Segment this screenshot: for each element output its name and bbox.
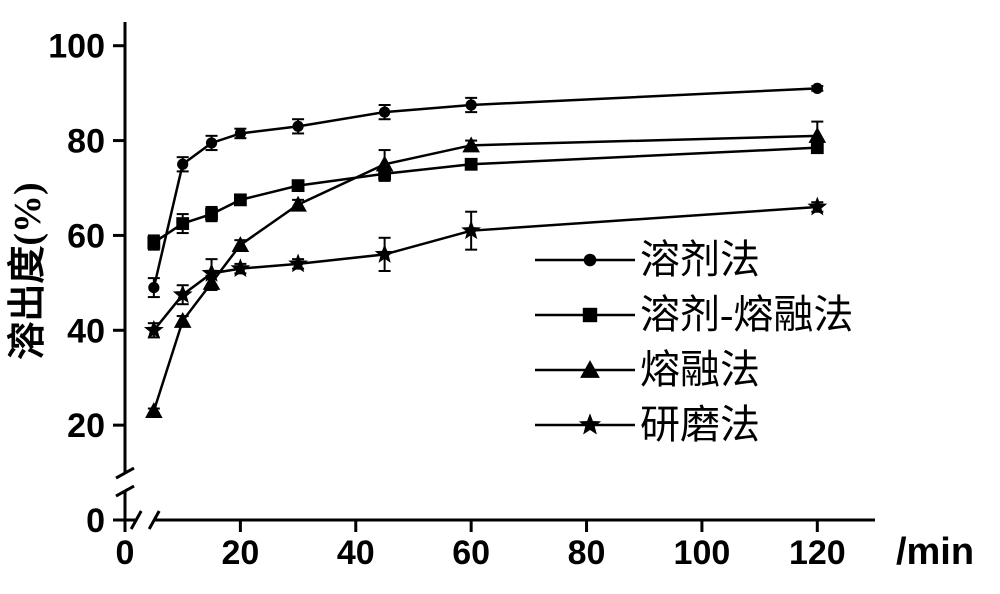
y-tick-label: 20 [67,407,105,445]
x-axis-title: /min [896,531,974,573]
x-tick-label: 80 [568,534,606,572]
y-tick-label: 100 [48,28,105,66]
x-tick-label: 40 [337,534,375,572]
legend-item-melt: 熔融法 [535,347,760,392]
legend-item-solvent: 溶剂法 [535,237,760,282]
legend-label: 研磨法 [640,402,760,447]
x-tick-label: 0 [116,534,135,572]
y-tick-label: 0 [86,502,105,540]
x-tick-label: 20 [221,534,259,572]
legend-item-grind: 研磨法 [535,402,760,447]
dissolution-chart: 0 20 40 60 80 100 0 20 40 60 80 100 120 溶出度(%) /min 溶剂法… [0,0,1000,594]
y-axis-title: 溶出度(%) [7,182,49,359]
legend-label: 熔融法 [640,347,760,392]
x-tick-label: 60 [452,534,490,572]
legend-label: 溶剂-熔融法 [640,292,853,337]
y-tick-label: 60 [67,217,105,255]
y-tick-label: 80 [67,123,105,161]
series-solvent-melt [147,141,823,249]
x-tick-label: 100 [674,534,731,572]
legend-item-solvent-melt: 溶剂-熔融法 [535,292,853,337]
x-tick-label: 120 [789,534,846,572]
y-tick-label: 40 [67,312,105,350]
legend-label: 溶剂法 [640,237,760,282]
